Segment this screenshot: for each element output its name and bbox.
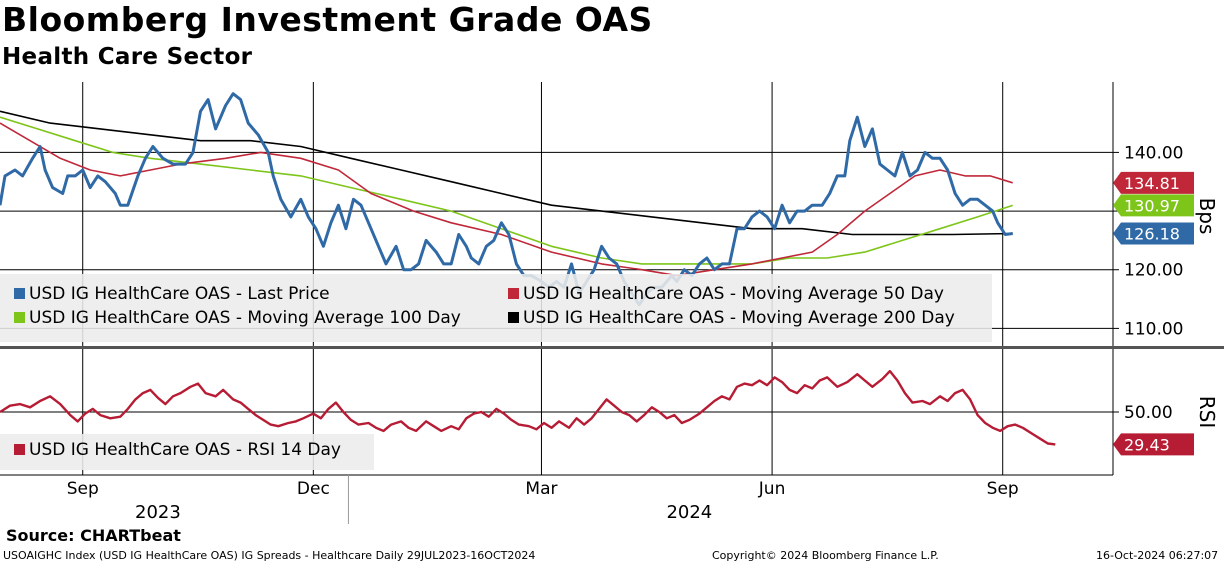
legend-label: USD IG HealthCare OAS - Moving Average 2… (523, 308, 955, 328)
y-tick-label: 110.00 (1124, 319, 1183, 339)
series-line-ma50 (0, 122, 1013, 277)
legend-swatch (508, 312, 519, 323)
flag-shape (1113, 171, 1194, 194)
x-tick-label: Mar (525, 479, 557, 499)
y-tick-label: 120.00 (1124, 261, 1183, 281)
series-line-last-price (0, 92, 1013, 307)
flag-label: 126.18 (1124, 224, 1180, 243)
footer-index-info: USOAIGHC Index (USD IG HealthCare OAS) I… (3, 549, 536, 562)
rsi-axis-title: RSI (1195, 396, 1219, 429)
chart-title: Bloomberg Investment Grade OAS (2, 0, 653, 39)
series-line-ma200 (0, 110, 1013, 236)
rsi-legend: USD IG HealthCare OAS - RSI 14 Day (0, 434, 374, 470)
chart-subtitle: Health Care Sector (2, 44, 253, 70)
x-tick-label: Sep (987, 479, 1019, 499)
y-axis-title: Bps (1195, 198, 1219, 235)
panel-separator (0, 346, 1224, 349)
price-flag-ma100: 130.97 (1113, 194, 1194, 217)
footer-timestamp: 16-Oct-2024 06:27:07 (1096, 549, 1219, 562)
price-flag-ma50: 134.81 (1113, 171, 1194, 194)
flag-shape (1113, 194, 1194, 217)
year-label: 2024 (666, 502, 712, 523)
flag-label: 130.97 (1124, 196, 1180, 215)
x-tick-label: Sep (67, 479, 99, 499)
rsi-legend-background (0, 434, 374, 470)
price-flag-last-price: 126.18 (1113, 222, 1194, 245)
flag-label: 29.43 (1124, 435, 1170, 454)
x-tick-label: Jun (758, 479, 786, 499)
flag-shape (1113, 222, 1194, 245)
price-legend: USD IG HealthCare OAS - Last Price USD IG… (0, 274, 992, 342)
legend-label: USD IG HealthCare OAS - Moving Average 1… (29, 308, 461, 328)
legend-swatch (14, 288, 25, 299)
legend-label: USD IG HealthCare OAS - RSI 14 Day (29, 440, 341, 460)
legend-swatch (14, 312, 25, 323)
rsi-flag: 29.43 (1113, 433, 1194, 456)
flag-shape (1113, 433, 1194, 456)
series-line-ma100 (0, 116, 1013, 265)
legend-swatch (508, 288, 519, 299)
source-label: Source: CHARTbeat (6, 526, 181, 545)
legend-label: USD IG HealthCare OAS - Last Price (29, 284, 330, 304)
legend-label: USD IG HealthCare OAS - Moving Average 5… (523, 284, 944, 304)
year-label: 2023 (135, 502, 181, 523)
footer-copyright: Copyright© 2024 Bloomberg Finance L.P. (712, 549, 939, 562)
rsi-line (0, 369, 1056, 446)
flag-label: 134.81 (1124, 174, 1180, 193)
legend-swatch (14, 444, 25, 455)
legend-background (0, 274, 992, 342)
y-tick-label: 140.00 (1124, 143, 1183, 163)
rsi-tick-label: 50.00 (1124, 403, 1173, 423)
x-tick-label: Dec (297, 479, 330, 499)
